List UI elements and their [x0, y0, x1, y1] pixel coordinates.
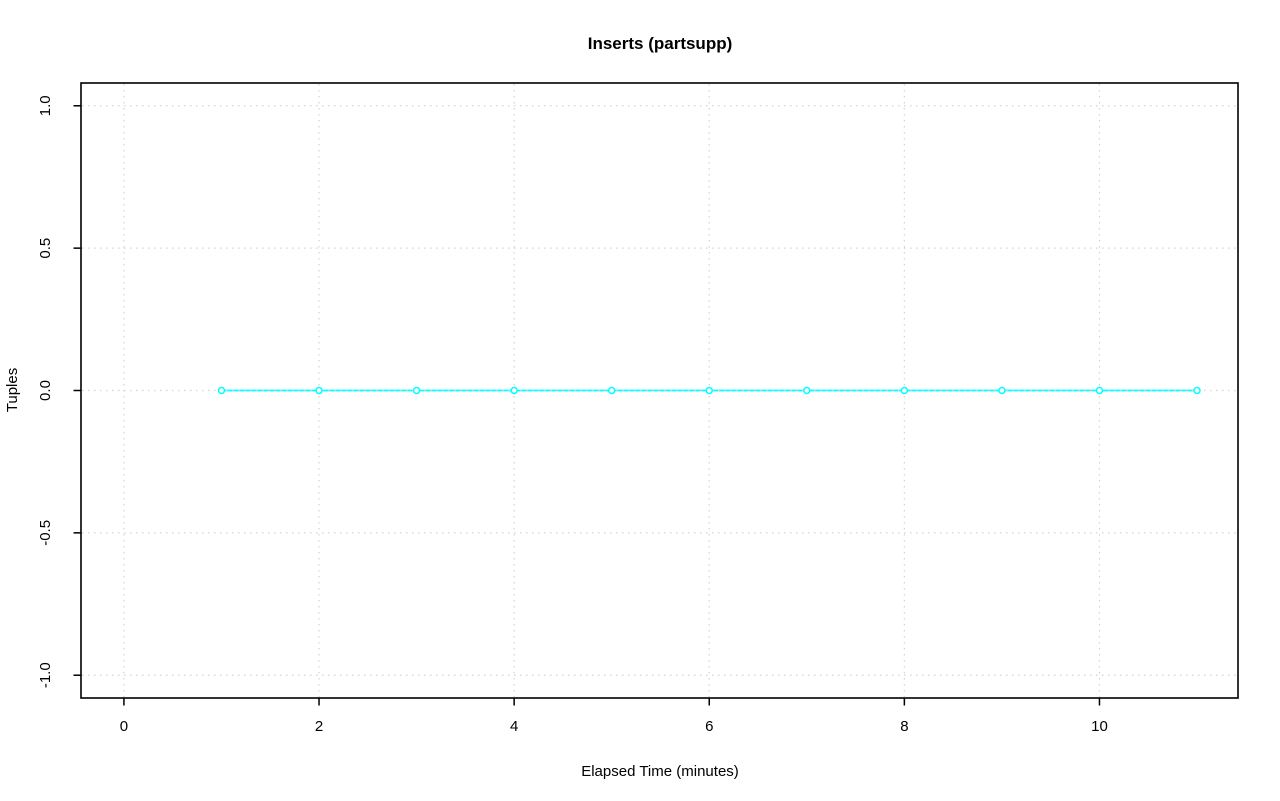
y-tick-label: -0.5	[37, 520, 54, 546]
data-point-marker	[217, 386, 226, 395]
data-point-marker	[705, 386, 714, 395]
data-point-marker	[315, 386, 323, 395]
data-point-marker	[998, 386, 1006, 395]
y-tick-label: 1.0	[37, 95, 54, 116]
data-point-marker	[412, 386, 421, 395]
x-tick-label: 8	[900, 718, 908, 735]
x-tick-label: 2	[315, 718, 323, 735]
chart-title: Inserts (partsupp)	[588, 34, 733, 53]
y-tick-label: 0.5	[37, 238, 54, 259]
x-tick-label: 6	[705, 718, 713, 735]
data-point-marker	[607, 386, 616, 395]
axis-tick-layer	[73, 105, 1101, 706]
series-marker-layer	[217, 386, 1201, 395]
x-tick-label: 4	[510, 718, 518, 735]
data-point-marker	[1095, 386, 1104, 395]
data-point-marker	[1193, 386, 1201, 395]
data-point-marker	[803, 386, 811, 395]
y-tick-label: 0.0	[37, 380, 54, 401]
data-point-marker	[510, 386, 518, 395]
axis-tick-label-layer: 0 2 4 6 8 10 -1.0 -0.5 0.0 0.5 1.0	[37, 95, 1108, 735]
y-tick-label: -1.0	[37, 662, 54, 688]
y-axis-label: Tuples	[4, 368, 21, 412]
x-axis-label: Elapsed Time (minutes)	[581, 763, 739, 780]
x-tick-label: 10	[1091, 718, 1108, 735]
data-point-marker	[900, 386, 909, 395]
x-tick-label: 0	[120, 718, 128, 735]
